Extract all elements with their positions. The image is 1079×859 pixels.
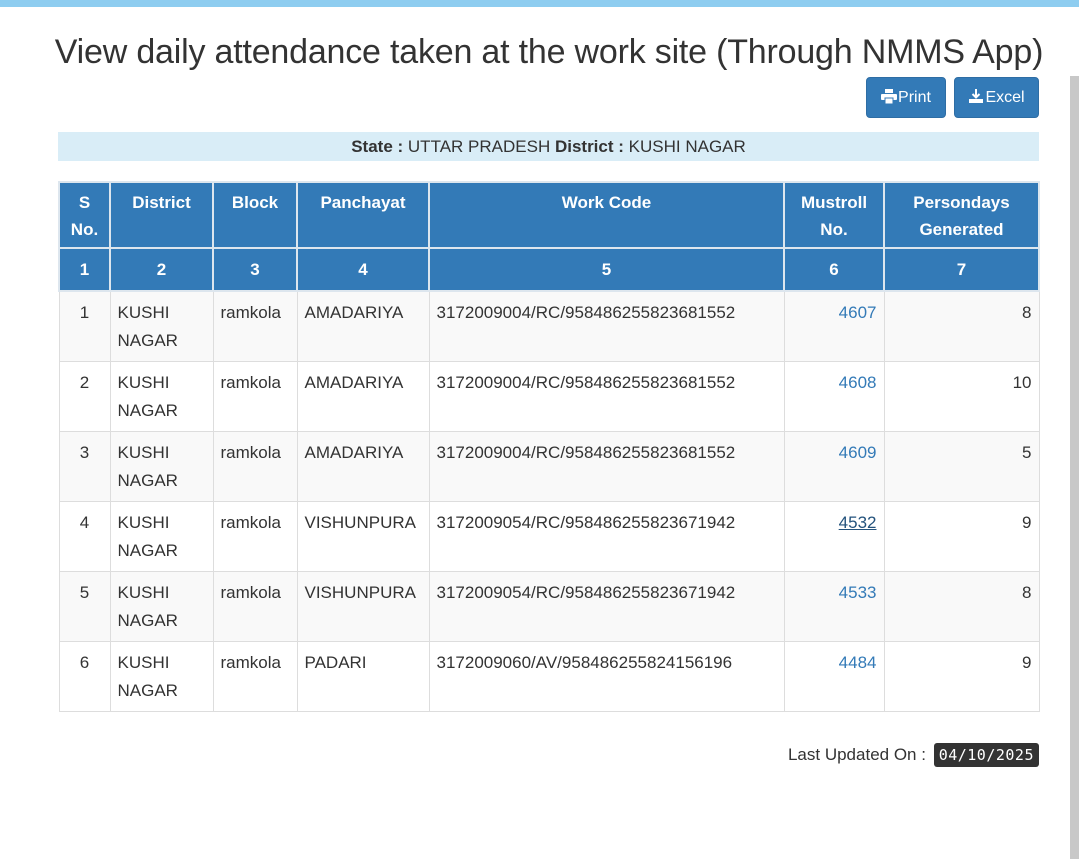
cell-sno: 1: [58, 290, 111, 362]
column-header-persondays: Persondays Generated: [883, 181, 1040, 249]
column-header-block: Block: [212, 181, 298, 249]
cell-sno: 5: [58, 571, 111, 642]
mustroll-link[interactable]: 4532: [838, 513, 877, 532]
column-number: 7: [883, 247, 1040, 292]
cell-block: ramkola: [212, 571, 298, 642]
attendance-table: S No. District Block Panchayat Work Code…: [58, 181, 1040, 712]
table-header-row: S No. District Block Panchayat Work Code…: [58, 181, 1040, 249]
table-row: 6 KUSHI NAGAR ramkola PADARI 3172009060/…: [58, 641, 1040, 712]
column-number: 3: [212, 247, 298, 292]
cell-mustroll: 4533: [783, 571, 885, 642]
table-row: 1 KUSHI NAGAR ramkola AMADARIYA 31720090…: [58, 290, 1040, 362]
cell-block: ramkola: [212, 290, 298, 362]
column-header-sno: S No.: [58, 181, 111, 249]
cell-mustroll: 4607: [783, 290, 885, 362]
column-header-district: District: [109, 181, 214, 249]
column-number: 4: [296, 247, 430, 292]
column-number: 2: [109, 247, 214, 292]
cell-work-code: 3172009004/RC/958486255823681552: [428, 361, 785, 432]
last-updated: Last Updated On : 04/10/2025: [788, 743, 1039, 767]
table-row: 5 KUSHI NAGAR ramkola VISHUNPURA 3172009…: [58, 571, 1040, 642]
cell-sno: 4: [58, 501, 111, 572]
cell-persondays: 10: [883, 361, 1040, 432]
state-label: State :: [351, 137, 404, 156]
last-updated-date-badge: 04/10/2025: [933, 743, 1039, 767]
cell-block: ramkola: [212, 361, 298, 432]
cell-persondays: 9: [883, 501, 1040, 572]
cell-district: KUSHI NAGAR: [109, 431, 214, 502]
cell-panchayat: AMADARIYA: [296, 290, 430, 362]
cell-persondays: 9: [883, 641, 1040, 712]
cell-mustroll: 4609: [783, 431, 885, 502]
cell-district: KUSHI NAGAR: [109, 290, 214, 362]
print-button[interactable]: Print: [866, 77, 946, 118]
district-value: KUSHI NAGAR: [628, 137, 746, 156]
column-number: 1: [58, 247, 111, 292]
print-icon: [881, 89, 898, 105]
page-title: View daily attendance taken at the work …: [54, 33, 1044, 71]
cell-sno: 6: [58, 641, 111, 712]
cell-panchayat: AMADARIYA: [296, 361, 430, 432]
last-updated-label: Last Updated On :: [787, 745, 926, 764]
table-row: 2 KUSHI NAGAR ramkola AMADARIYA 31720090…: [58, 361, 1040, 432]
cell-persondays: 5: [883, 431, 1040, 502]
excel-button[interactable]: Excel: [954, 77, 1039, 118]
column-number: 5: [428, 247, 785, 292]
cell-district: KUSHI NAGAR: [109, 501, 214, 572]
table-column-number-row: 1 2 3 4 5 6 7: [58, 247, 1040, 292]
cell-work-code: 3172009054/RC/958486255823671942: [428, 571, 785, 642]
cell-block: ramkola: [212, 501, 298, 572]
cell-mustroll: 4484: [783, 641, 885, 712]
cell-panchayat: PADARI: [296, 641, 430, 712]
cell-work-code: 3172009060/AV/958486255824156196: [428, 641, 785, 712]
mustroll-link[interactable]: 4609: [838, 443, 877, 462]
table-row: 3 KUSHI NAGAR ramkola AMADARIYA 31720090…: [58, 431, 1040, 502]
cell-work-code: 3172009054/RC/958486255823671942: [428, 501, 785, 572]
column-header-mustroll: Mustroll No.: [783, 181, 885, 249]
mustroll-link[interactable]: 4608: [838, 373, 877, 392]
cell-persondays: 8: [883, 290, 1040, 362]
mustroll-link[interactable]: 4533: [838, 583, 877, 602]
cell-sno: 2: [58, 361, 111, 432]
excel-label: Excel: [985, 89, 1025, 106]
mustroll-link[interactable]: 4607: [838, 303, 877, 322]
cell-work-code: 3172009004/RC/958486255823681552: [428, 431, 785, 502]
export-icon: [969, 89, 984, 103]
cell-sno: 3: [58, 431, 111, 502]
vertical-scrollbar[interactable]: [1070, 76, 1079, 859]
top-accent-bar: [0, 0, 1079, 7]
cell-mustroll: 4608: [783, 361, 885, 432]
cell-panchayat: VISHUNPURA: [296, 571, 430, 642]
cell-mustroll: 4532: [783, 501, 885, 572]
cell-district: KUSHI NAGAR: [109, 641, 214, 712]
cell-block: ramkola: [212, 431, 298, 502]
print-label: Print: [898, 89, 931, 106]
cell-panchayat: VISHUNPURA: [296, 501, 430, 572]
mustroll-link[interactable]: 4484: [838, 653, 877, 672]
column-number: 6: [783, 247, 885, 292]
column-header-work-code: Work Code: [428, 181, 785, 249]
state-value: UTTAR PRADESH: [407, 137, 551, 156]
cell-panchayat: AMADARIYA: [296, 431, 430, 502]
district-label: District :: [554, 137, 624, 156]
cell-work-code: 3172009004/RC/958486255823681552: [428, 290, 785, 362]
cell-district: KUSHI NAGAR: [109, 571, 214, 642]
location-info-bar: State : UTTAR PRADESH District : KUSHI N…: [58, 132, 1039, 161]
cell-persondays: 8: [883, 571, 1040, 642]
column-header-panchayat: Panchayat: [296, 181, 430, 249]
cell-block: ramkola: [212, 641, 298, 712]
cell-district: KUSHI NAGAR: [109, 361, 214, 432]
table-row: 4 KUSHI NAGAR ramkola VISHUNPURA 3172009…: [58, 501, 1040, 572]
